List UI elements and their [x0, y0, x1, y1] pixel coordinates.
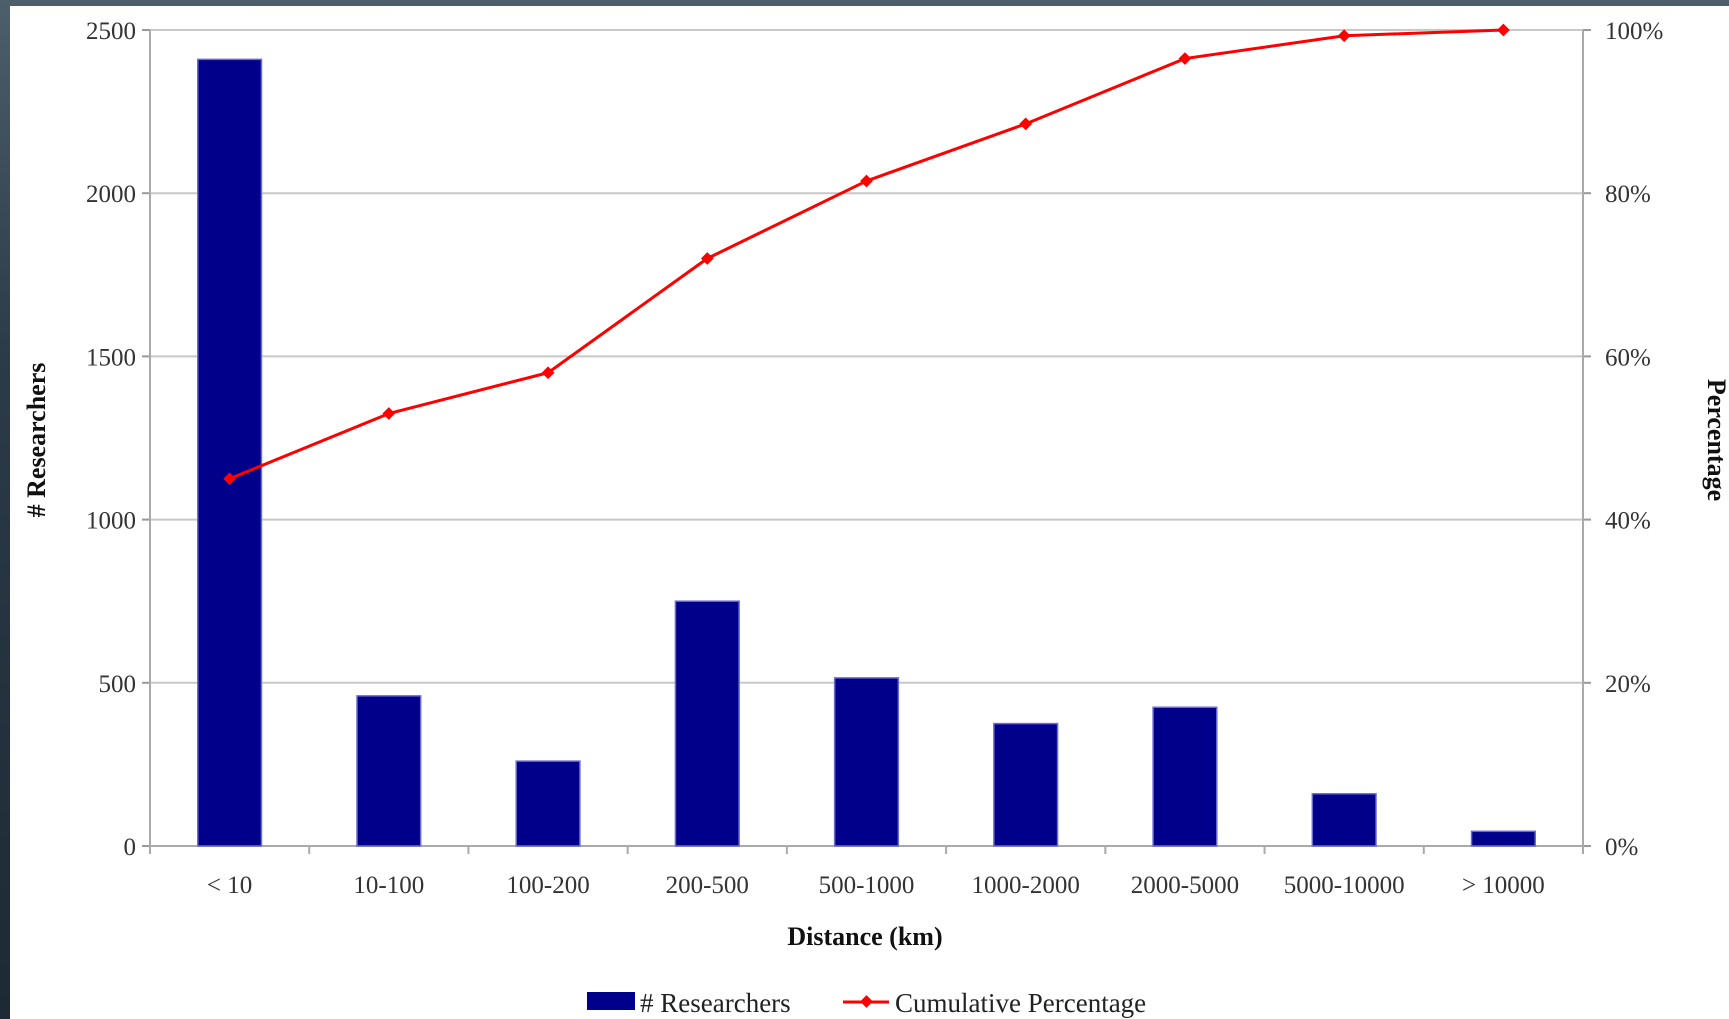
- bar-8: [1470, 830, 1536, 847]
- cumulative-point-7: [1337, 29, 1351, 43]
- gridlines: [150, 29, 1583, 684]
- x-axis-ticks: < 10 10-100 100-200 200-500 500-1000 1000-200…: [207, 872, 1545, 899]
- bar-2: [515, 760, 581, 847]
- chart-plate: [10, 6, 1729, 1019]
- legend-swatch-researchers: [587, 992, 635, 1010]
- bar-1: [356, 695, 422, 847]
- bar-7: [1311, 793, 1377, 847]
- x-tick-label: 500-1000: [819, 872, 915, 899]
- legend-label-cumulative: Cumulative Percentage: [895, 988, 1146, 1018]
- bar-6: [1152, 706, 1218, 847]
- legend: # Researchers Cumulative Percentage: [587, 988, 1146, 1018]
- y-tick-label: 1000: [86, 508, 136, 535]
- y2-tick-label: 100%: [1605, 18, 1663, 45]
- x-tick-label: 200-500: [666, 872, 749, 899]
- x-axis-title: Distance (km): [787, 922, 942, 951]
- x-tick-label: 10-100: [353, 872, 424, 899]
- cumulative-line: [229, 28, 1504, 481]
- y2-tick-label: 20%: [1605, 671, 1651, 698]
- y-axis-title: # Researchers: [22, 363, 51, 518]
- y-tick-label: 2500: [86, 18, 136, 45]
- y-tick-label: 1500: [86, 344, 136, 371]
- bar-series: [197, 58, 1536, 847]
- cumulative-point-1: [382, 407, 396, 420]
- y-tick-label: 2000: [86, 181, 136, 208]
- y2-tick-label: 40%: [1605, 508, 1651, 535]
- x-tick-label: 2000-5000: [1131, 872, 1239, 899]
- x-tick-label: < 10: [207, 872, 252, 899]
- line-series: [223, 23, 1510, 486]
- y-tick-label: 500: [99, 671, 137, 698]
- y-axis-ticks: 0 500 1000 1500 2000 2500: [86, 18, 136, 861]
- x-tick-label: > 10000: [1462, 872, 1545, 899]
- x-tick-label: 1000-2000: [972, 872, 1080, 899]
- cumulative-point-0: [223, 472, 236, 486]
- y2-tick-label: 80%: [1605, 181, 1651, 208]
- cumulative-point-6: [1178, 52, 1192, 65]
- cumulative-point-8: [1497, 23, 1510, 37]
- legend-swatch-cumulative-marker: [860, 995, 873, 1008]
- x-tick-label: 5000-10000: [1284, 872, 1405, 899]
- y2-tick-label: 0%: [1605, 834, 1638, 861]
- y2-tick-label: 60%: [1605, 344, 1651, 371]
- cumulative-point-4: [860, 174, 873, 188]
- x-tick-label: 100-200: [506, 872, 589, 899]
- bar-3: [674, 600, 740, 847]
- bar-4: [833, 677, 900, 847]
- bar-0: [197, 58, 263, 847]
- y-tick-label: 0: [124, 834, 137, 861]
- cumulative-point-5: [1019, 117, 1033, 131]
- y2-axis-title: Percentage: [1702, 379, 1729, 501]
- bar-5: [993, 722, 1059, 847]
- y2-axis-ticks: 0% 20% 40% 60% 80% 100%: [1605, 18, 1663, 861]
- legend-label-researchers: # Researchers: [640, 988, 791, 1018]
